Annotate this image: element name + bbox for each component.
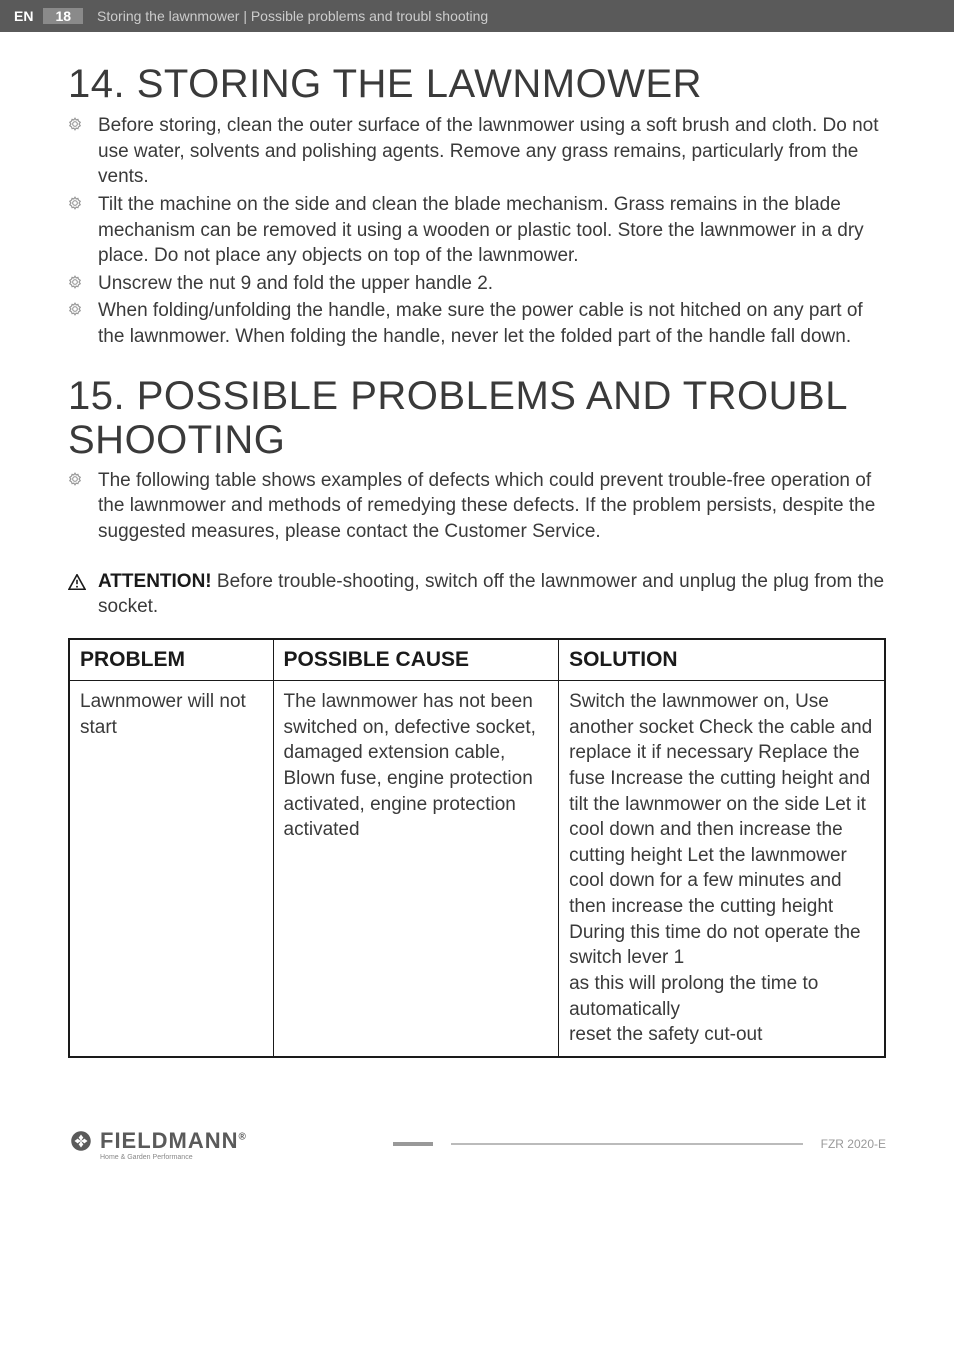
main-content: 14. STORING THE LAWNMOWER Before storing… [0, 62, 954, 1058]
table-header: PROBLEM [69, 639, 273, 681]
attention-text: Before trouble-shooting, switch off the … [98, 571, 884, 618]
section1-title: 14. STORING THE LAWNMOWER [68, 62, 886, 107]
list-item: The following table shows examples of de… [68, 468, 886, 545]
attention-text-wrapper: ATTENTION! Before trouble-shooting, swit… [98, 569, 886, 620]
footer-model: FZR 2020-E [821, 1137, 886, 1151]
section2-list: The following table shows examples of de… [68, 468, 886, 545]
section1-list: Before storing, clean the outer surface … [68, 113, 886, 350]
footer-right-wrap: FZR 2020-E [247, 1137, 886, 1151]
gear-bullet-icon [68, 468, 98, 486]
list-item-text: The following table shows examples of de… [98, 468, 886, 545]
page-footer: FIELDMANN® Home & Garden Performance FZR… [0, 1098, 954, 1181]
table-cell-solution: Switch the lawnmower on, Use another soc… [559, 680, 885, 1056]
list-item-text: When folding/unfolding the handle, make … [98, 298, 886, 349]
brand-logo: FIELDMANN® Home & Garden Performance [68, 1128, 247, 1161]
footer-divider-thick [393, 1142, 433, 1146]
attention-label: ATTENTION! [98, 571, 212, 592]
gear-bullet-icon [68, 113, 98, 131]
list-item-text: Before storing, clean the outer surface … [98, 113, 886, 190]
table-header-row: PROBLEM POSSIBLE CAUSE SOLUTION [69, 639, 885, 681]
header-page-number: 18 [43, 8, 83, 24]
list-item: Unscrew the nut 9 and fold the upper han… [68, 271, 886, 297]
gear-bullet-icon [68, 192, 98, 210]
brand-logo-text: FIELDMANN [100, 1128, 239, 1153]
section2-title: 15. POSSIBLE PROBLEMS AND TROUBL SHOOTIN… [68, 374, 886, 462]
page-header: EN 18 Storing the lawnmower | Possible p… [0, 0, 954, 32]
gear-bullet-icon [68, 271, 98, 289]
header-lang: EN [0, 8, 43, 24]
footer-divider [451, 1143, 802, 1145]
troubleshoot-table: PROBLEM POSSIBLE CAUSE SOLUTION Lawnmowe… [68, 638, 886, 1058]
table-header: SOLUTION [559, 639, 885, 681]
table-cell-problem: Lawnmower will not start [69, 680, 273, 1056]
table-cell-cause: The lawnmower has not been switched on, … [273, 680, 559, 1056]
gear-bullet-icon [68, 298, 98, 316]
brand-logo-icon [68, 1128, 94, 1160]
attention-block: ATTENTION! Before trouble-shooting, swit… [68, 569, 886, 620]
warning-triangle-icon [68, 569, 98, 598]
brand-logo-subtitle: Home & Garden Performance [100, 1154, 247, 1161]
header-title: Storing the lawnmower | Possible problem… [97, 8, 488, 24]
brand-logo-text-wrap: FIELDMANN® Home & Garden Performance [100, 1128, 247, 1161]
list-item: Before storing, clean the outer surface … [68, 113, 886, 190]
table-header: POSSIBLE CAUSE [273, 639, 559, 681]
list-item-text: Tilt the machine on the side and clean t… [98, 192, 886, 269]
list-item-text: Unscrew the nut 9 and fold the upper han… [98, 271, 493, 297]
table-row: Lawnmower will not start The lawnmower h… [69, 680, 885, 1056]
list-item: Tilt the machine on the side and clean t… [68, 192, 886, 269]
list-item: When folding/unfolding the handle, make … [68, 298, 886, 349]
